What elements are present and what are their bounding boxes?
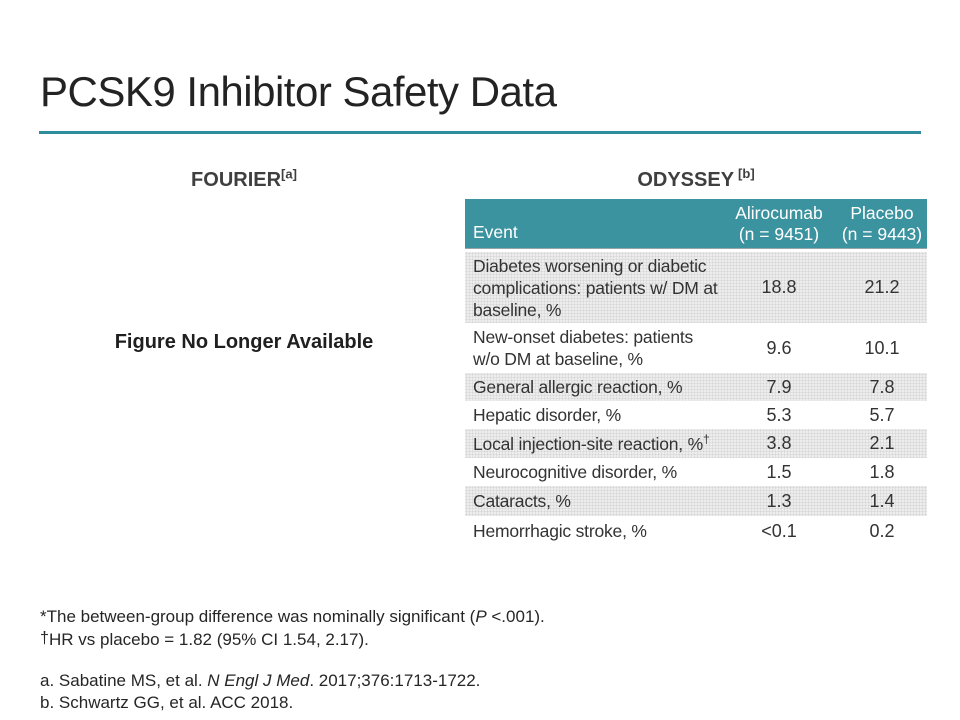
event-cell: Neurocognitive disorder, % <box>473 462 677 482</box>
placebo-value: 0.2 <box>869 520 895 541</box>
event-cell: Hemorrhagic stroke, % <box>473 521 647 541</box>
footnotes-block: *The between-group difference was nomina… <box>40 606 920 650</box>
table-row: Hemorrhagic stroke, % <0.1 0.2 <box>465 516 927 546</box>
journal-name-italic: N Engl J Med <box>207 671 310 690</box>
table-row: New-onset diabetes: patients w/o DM at b… <box>465 323 927 373</box>
alirocumab-value: 1.5 <box>766 461 792 482</box>
placebo-value: 1.8 <box>869 461 895 482</box>
placebo-column-header: Placebo (n = 9443) <box>837 199 927 248</box>
placebo-value: 7.8 <box>869 376 895 397</box>
event-cell: Cataracts, % <box>473 491 571 511</box>
page-title: PCSK9 Inhibitor Safety Data <box>40 68 557 115</box>
placebo-value: 21.2 <box>864 277 900 297</box>
references-block: a. Sabatine MS, et al. N Engl J Med. 201… <box>40 670 920 713</box>
table-header-row: Event Alirocumab (n = 9451) Placebo (n =… <box>465 199 927 249</box>
dagger-footnote-marker: † <box>702 431 710 446</box>
placebo-value: 10.1 <box>864 337 900 358</box>
event-cell: New-onset diabetes: patients w/o DM at b… <box>473 327 694 369</box>
reference-a: a. Sabatine MS, et al. N Engl J Med. 201… <box>40 671 481 690</box>
event-column-header: Event <box>473 222 518 242</box>
alirocumab-value: 18.8 <box>761 277 797 297</box>
alirocumab-value: 9.6 <box>766 337 792 358</box>
placebo-value: 1.4 <box>869 490 895 511</box>
fourier-heading-citation-sup: [a] <box>281 166 297 182</box>
table-row: Diabetes worsening or diabetic complicat… <box>465 252 927 323</box>
table-row: Hepatic disorder, % 5.3 5.7 <box>465 401 927 429</box>
alirocumab-value: 3.8 <box>766 433 792 453</box>
reference-b: b. Schwartz GG, et al. ACC 2018. <box>40 692 294 712</box>
placebo-column-n: (n = 9443) <box>841 223 923 244</box>
odyssey-heading-citation-sup: [b] <box>738 166 755 182</box>
figure-unavailable-text: Figure No Longer Available <box>114 331 374 353</box>
safety-table: Event Alirocumab (n = 9451) Placebo (n =… <box>465 199 927 546</box>
table-row: General allergic reaction, % 7.9 7.8 <box>465 373 927 401</box>
alirocumab-value: <0.1 <box>761 520 797 541</box>
odyssey-heading-label: ODYSSEY <box>637 169 735 191</box>
event-cell: Local injection-site reaction, %† <box>473 431 710 454</box>
fourier-heading: FOURIER[a] <box>40 166 448 192</box>
table-row: Local injection-site reaction, %† 3.8 2.… <box>465 429 927 458</box>
italic-p: P <box>475 607 487 626</box>
table-row: Cataracts, % 1.3 1.4 <box>465 486 927 516</box>
footnote-hazard-ratio: †HR vs placebo = 1.82 (95% CI 1.54, 2.17… <box>40 628 369 649</box>
alirocumab-column-header: Alirocumab (n = 9451) <box>721 199 837 248</box>
footnote-significance: *The between-group difference was nomina… <box>40 607 545 626</box>
table-row: Neurocognitive disorder, % 1.5 1.8 <box>465 458 927 486</box>
event-cell: Diabetes worsening or diabetic complicat… <box>473 255 718 320</box>
placebo-value: 2.1 <box>869 433 895 453</box>
event-cell: Hepatic disorder, % <box>473 405 621 425</box>
alirocumab-column-name: Alirocumab <box>735 202 823 223</box>
event-cell: General allergic reaction, % <box>473 377 683 397</box>
dagger-icon: † <box>40 628 49 647</box>
alirocumab-column-n: (n = 9451) <box>738 223 820 244</box>
alirocumab-value: 1.3 <box>766 490 792 511</box>
placebo-value: 5.7 <box>869 404 895 425</box>
title-divider-rule <box>39 131 921 134</box>
fourier-heading-label: FOURIER <box>191 169 282 191</box>
alirocumab-value: 7.9 <box>766 376 792 397</box>
odyssey-heading: ODYSSEY [b] <box>465 166 927 192</box>
alirocumab-value: 5.3 <box>766 404 792 425</box>
placebo-column-name: Placebo <box>850 202 914 223</box>
